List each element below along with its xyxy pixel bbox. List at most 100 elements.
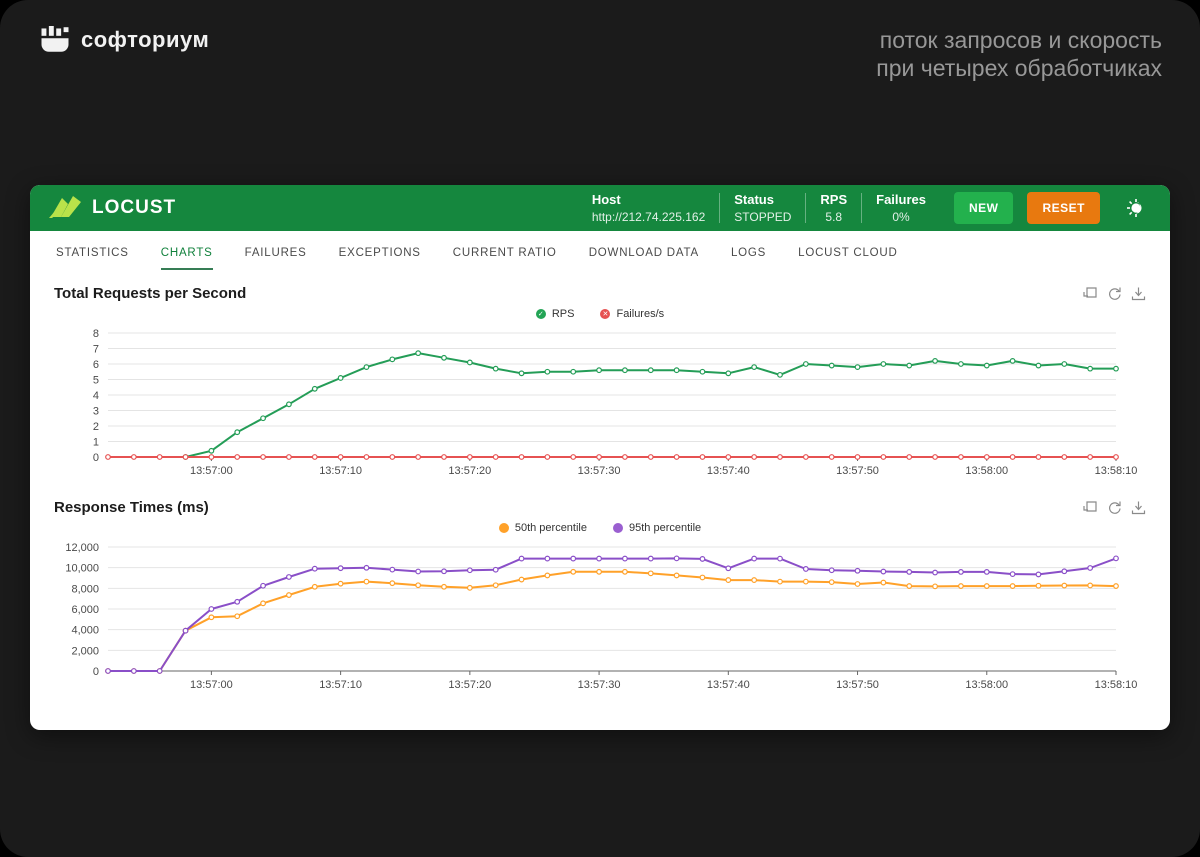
header-stats: Host http://212.74.225.162 Status STOPPE… xyxy=(578,191,940,225)
legend-item-failures[interactable]: ✕ Failures/s xyxy=(600,308,664,320)
data-zoom-icon[interactable] xyxy=(1083,500,1098,515)
svg-text:13:58:00: 13:58:00 xyxy=(965,465,1008,477)
save-image-icon[interactable] xyxy=(1131,286,1146,301)
tab-exceptions[interactable]: EXCEPTIONS xyxy=(338,247,421,259)
legend-item-95th-percentile[interactable]: 95th percentile xyxy=(613,522,701,534)
host-value: http://212.74.225.162 xyxy=(591,209,706,224)
legend-label: 50th percentile xyxy=(514,522,587,534)
header-divider xyxy=(805,193,807,223)
svg-text:13:57:30: 13:57:30 xyxy=(578,679,621,691)
cross-circle-icon: ✕ xyxy=(600,309,611,319)
host-info: Host http://212.74.225.162 xyxy=(578,191,719,225)
status-info: Status STOPPED xyxy=(720,191,805,225)
svg-text:2: 2 xyxy=(93,421,99,433)
svg-text:1: 1 xyxy=(93,437,99,449)
legend-label: 95th percentile xyxy=(629,522,702,534)
svg-text:4,000: 4,000 xyxy=(71,625,99,637)
rps-chart-title: Total Requests per Second xyxy=(54,285,247,302)
legend-label: Failures/s xyxy=(616,308,665,320)
svg-text:8,000: 8,000 xyxy=(71,583,99,595)
svg-text:13:58:10: 13:58:10 xyxy=(1095,679,1138,691)
tab-failures[interactable]: FAILURES xyxy=(244,247,307,259)
locust-brand-text: LOCUST xyxy=(92,197,177,218)
svg-text:13:57:10: 13:57:10 xyxy=(319,465,362,477)
reset-button[interactable]: RESET xyxy=(1027,192,1100,224)
failures-label: Failures xyxy=(876,191,926,207)
softorium-logo: софториум xyxy=(40,26,209,53)
svg-text:13:58:00: 13:58:00 xyxy=(965,679,1008,691)
restore-icon[interactable] xyxy=(1107,286,1122,301)
svg-text:10,000: 10,000 xyxy=(65,563,99,575)
rps-chart-section: Total Requests per Second xyxy=(30,285,1170,477)
dark-mode-toggle[interactable] xyxy=(1126,198,1146,218)
svg-text:8: 8 xyxy=(93,328,99,340)
tab-charts[interactable]: CHARTS xyxy=(160,247,213,270)
rps-chart: 0 1 2 3 4 5 6 7 8 13:57:00 13:57:10 13:57:20 13:57:3… xyxy=(93,328,1138,477)
response-times-chart-legend: 50th percentile 95th percentile xyxy=(50,519,1150,537)
failures-value: 0% xyxy=(892,209,910,224)
svg-text:2,000: 2,000 xyxy=(71,645,99,657)
response-times-chart-section: Response Times (ms) xyxy=(30,499,1170,691)
save-image-icon[interactable] xyxy=(1131,500,1146,515)
svg-text:13:57:00: 13:57:00 xyxy=(190,465,233,477)
failures-info: Failures 0% xyxy=(862,191,940,225)
tab-bar: STATISTICS CHARTS FAILURES EXCEPTIONS CU… xyxy=(30,231,1170,271)
svg-text:7: 7 xyxy=(93,344,99,356)
header-divider xyxy=(861,193,863,223)
svg-text:13:57:00: 13:57:00 xyxy=(190,679,233,691)
chart-toolbox xyxy=(1083,500,1146,515)
softorium-logo-text: софториум xyxy=(81,26,210,52)
response-times-chart: 0 2,000 4,000 6,000 8,000 10,000 12,000 13:57:0… xyxy=(65,542,1138,691)
svg-text:13:57:50: 13:57:50 xyxy=(836,679,879,691)
app-header: LOCUST Host http://212.74.225.162 Status… xyxy=(30,185,1170,231)
svg-text:13:57:10: 13:57:10 xyxy=(319,679,362,691)
status-label: Status xyxy=(734,191,774,207)
host-label: Host xyxy=(591,191,621,207)
svg-text:13:57:30: 13:57:30 xyxy=(578,465,621,477)
svg-text:12,000: 12,000 xyxy=(65,542,99,554)
check-circle-icon: ✓ xyxy=(535,309,546,319)
svg-text:13:57:20: 13:57:20 xyxy=(448,465,491,477)
slide-title: поток запросов и скорость при четырех об… xyxy=(876,26,1162,82)
svg-text:5: 5 xyxy=(93,375,99,387)
rps-info: RPS 5.8 xyxy=(806,191,861,225)
chart-toolbox xyxy=(1083,286,1146,301)
svg-text:13:58:10: 13:58:10 xyxy=(1095,465,1138,477)
svg-text:13:57:40: 13:57:40 xyxy=(707,465,750,477)
rps-value: 5.8 xyxy=(825,209,843,224)
tab-current-ratio[interactable]: CURRENT RATIO xyxy=(452,247,557,259)
tab-logs[interactable]: LOGS xyxy=(730,247,767,259)
locust-app-window: LOCUST Host http://212.74.225.162 Status… xyxy=(30,185,1170,730)
svg-text:4: 4 xyxy=(93,390,99,402)
restore-icon[interactable] xyxy=(1107,500,1122,515)
locust-logo: LOCUST xyxy=(48,193,176,224)
slide-title-line1: поток запросов и скорость xyxy=(879,27,1162,53)
svg-text:3: 3 xyxy=(93,406,99,418)
legend-item-50th-percentile[interactable]: 50th percentile xyxy=(498,522,587,534)
svg-text:6,000: 6,000 xyxy=(71,604,99,616)
legend-label: RPS xyxy=(551,308,575,320)
fist-icon xyxy=(40,26,70,53)
data-zoom-icon[interactable] xyxy=(1083,286,1098,301)
new-test-button[interactable]: NEW xyxy=(953,192,1014,224)
tab-download-data[interactable]: DOWNLOAD DATA xyxy=(588,247,699,259)
locust-grasshopper-icon xyxy=(48,193,84,224)
svg-text:13:57:20: 13:57:20 xyxy=(448,679,491,691)
slide-header: софториум поток запросов и скорость при … xyxy=(40,26,1162,82)
tab-statistics[interactable]: STATISTICS xyxy=(56,247,129,259)
svg-text:0: 0 xyxy=(93,666,99,678)
header-divider xyxy=(719,193,721,223)
svg-text:13:57:50: 13:57:50 xyxy=(836,465,879,477)
svg-text:0: 0 xyxy=(93,452,99,464)
slide-title-line2: при четырех обработчиках xyxy=(876,55,1162,82)
svg-text:6: 6 xyxy=(93,359,99,371)
dot-icon xyxy=(498,523,509,533)
rps-label: RPS xyxy=(820,191,848,207)
rps-chart-legend: ✓ RPS ✕ Failures/s xyxy=(50,305,1150,323)
legend-item-rps[interactable]: ✓ RPS xyxy=(535,308,575,320)
dot-icon xyxy=(613,523,623,533)
tab-locust-cloud[interactable]: LOCUST CLOUD xyxy=(798,247,898,259)
response-times-chart-title: Response Times (ms) xyxy=(54,499,209,516)
svg-text:13:57:40: 13:57:40 xyxy=(707,679,750,691)
